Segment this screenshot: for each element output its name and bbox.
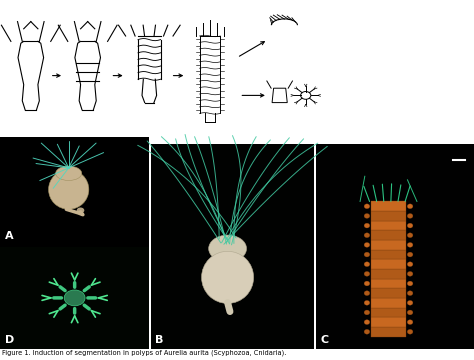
Bar: [371, 230, 406, 240]
Ellipse shape: [364, 243, 370, 247]
Bar: [371, 221, 406, 230]
Ellipse shape: [55, 166, 82, 180]
FancyArrowPatch shape: [60, 305, 65, 309]
Ellipse shape: [364, 204, 370, 209]
Bar: [371, 202, 406, 211]
Bar: [371, 259, 406, 269]
Bar: [371, 269, 406, 279]
Ellipse shape: [407, 233, 413, 238]
Ellipse shape: [364, 262, 370, 267]
FancyArrowPatch shape: [84, 305, 89, 309]
Text: Figure 1. Induction of segmentation in polyps of Aurelia aurita (Scyphozoa, Cnid: Figure 1. Induction of segmentation in p…: [2, 349, 287, 356]
Ellipse shape: [364, 223, 370, 228]
Text: B: B: [155, 335, 164, 345]
Ellipse shape: [407, 300, 413, 305]
Ellipse shape: [364, 310, 370, 315]
Bar: [0, 247, 149, 349]
Ellipse shape: [407, 223, 413, 228]
FancyArrowPatch shape: [84, 287, 89, 291]
Ellipse shape: [364, 320, 370, 324]
Ellipse shape: [364, 329, 370, 334]
Text: A: A: [5, 231, 13, 241]
Ellipse shape: [48, 170, 89, 209]
Text: D: D: [5, 335, 14, 345]
Circle shape: [64, 290, 85, 306]
Bar: [371, 298, 406, 308]
Ellipse shape: [209, 235, 246, 262]
Bar: [371, 327, 406, 337]
Ellipse shape: [364, 271, 370, 276]
Ellipse shape: [407, 329, 413, 334]
Ellipse shape: [364, 252, 370, 257]
Circle shape: [77, 207, 84, 213]
Bar: [151, 144, 314, 349]
FancyArrowPatch shape: [60, 287, 65, 291]
Bar: [316, 144, 474, 349]
Ellipse shape: [407, 252, 413, 257]
Ellipse shape: [364, 300, 370, 305]
Bar: [371, 317, 406, 327]
Ellipse shape: [407, 320, 413, 324]
Ellipse shape: [364, 233, 370, 238]
Bar: [0, 7, 356, 137]
Ellipse shape: [407, 262, 413, 267]
Bar: [371, 240, 406, 250]
Ellipse shape: [407, 291, 413, 296]
Text: C: C: [320, 335, 328, 345]
Ellipse shape: [407, 204, 413, 209]
Ellipse shape: [407, 271, 413, 276]
Ellipse shape: [364, 291, 370, 296]
Ellipse shape: [407, 281, 413, 286]
Bar: [0, 137, 149, 247]
Ellipse shape: [201, 251, 254, 303]
Ellipse shape: [407, 213, 413, 219]
Bar: [371, 211, 406, 221]
Bar: [371, 250, 406, 259]
Bar: [371, 288, 406, 298]
Ellipse shape: [364, 213, 370, 219]
Bar: [371, 308, 406, 317]
Ellipse shape: [407, 310, 413, 315]
Ellipse shape: [364, 281, 370, 286]
Bar: [371, 279, 406, 288]
Ellipse shape: [407, 243, 413, 247]
